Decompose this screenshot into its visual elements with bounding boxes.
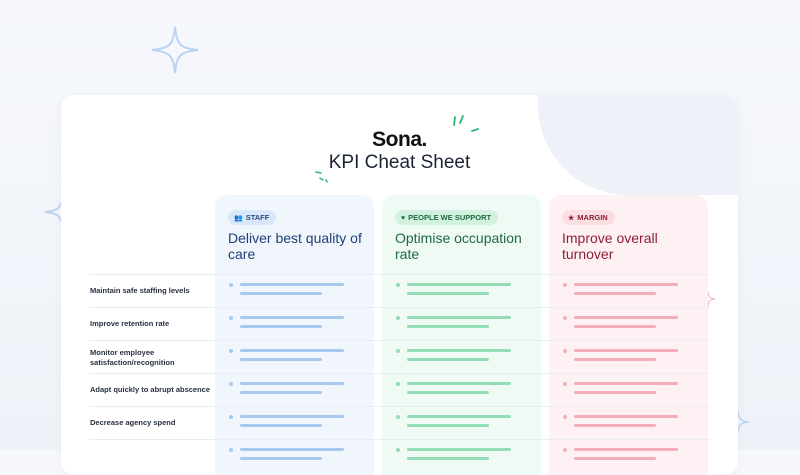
row-divider: [89, 373, 709, 374]
column-staff: 👥 STAFF Deliver best quality of care: [215, 195, 374, 475]
placeholder-bar: [240, 391, 322, 394]
sparkle-icon: [151, 26, 199, 74]
kpi-row-label: Monitor employee satisfaction/recognitio…: [90, 348, 175, 367]
placeholder-bar: [574, 292, 656, 295]
column-margin: ★ MARGIN Improve overall turnover: [549, 195, 708, 475]
placeholder-bar: [574, 283, 678, 286]
kpi-row-label: Maintain safe staffing levels: [90, 286, 190, 295]
placeholder-bar: [407, 391, 489, 394]
column-heading: Deliver best quality of care: [228, 230, 362, 262]
placeholder-bar: [240, 349, 344, 352]
row-divider: [89, 307, 709, 308]
bullet-dot: [563, 415, 567, 419]
placeholder-bar: [574, 457, 656, 460]
placeholder-bar: [574, 424, 656, 427]
placeholder-bar: [574, 316, 678, 319]
badge-label: STAFF: [245, 213, 270, 222]
badge-label: MARGIN: [577, 213, 608, 222]
kpi-row-label: Adapt quickly to abrupt abscence: [90, 385, 211, 394]
placeholder-bar: [574, 349, 678, 352]
placeholder-bar: [407, 316, 511, 319]
placeholder-bar: [407, 292, 489, 295]
placeholder-bar: [407, 283, 511, 286]
bullet-dot: [229, 349, 233, 353]
placeholder-bar: [407, 415, 511, 418]
placeholder-bar: [407, 358, 489, 361]
brand-logo: Sona.: [372, 128, 427, 151]
column-people-we-support: ♥ PEOPLE WE SUPPORT Optimise occupation r…: [382, 195, 541, 475]
placeholder-bar: [574, 382, 678, 385]
bullet-dot: [563, 448, 567, 452]
bullet-dot: [229, 382, 233, 386]
bullet-dot: [396, 349, 400, 353]
row-divider: [89, 406, 709, 407]
bullet-dot: [229, 283, 233, 287]
placeholder-bar: [240, 358, 322, 361]
placeholder-bar: [574, 391, 656, 394]
placeholder-bar: [240, 325, 322, 328]
bullet-dot: [396, 415, 400, 419]
badge-label: PEOPLE WE SUPPORT: [408, 213, 492, 222]
accent-dashes-icon: [315, 171, 328, 183]
row-divider: [89, 439, 709, 440]
placeholder-bar: [240, 382, 344, 385]
column-heading: Improve overall turnover: [562, 230, 658, 262]
bullet-dot: [563, 382, 567, 386]
bullet-dot: [563, 349, 567, 353]
star-icon: ★: [568, 215, 575, 222]
badge-people-we-support: ♥ PEOPLE WE SUPPORT: [395, 210, 499, 225]
placeholder-bar: [240, 283, 344, 286]
placeholder-bar: [574, 325, 656, 328]
people-icon: 👥: [234, 215, 243, 222]
row-divider: [89, 274, 709, 275]
bullet-dot: [396, 448, 400, 452]
accent-dashes-icon: [453, 115, 479, 132]
placeholder-bar: [407, 349, 511, 352]
placeholder-bar: [240, 415, 344, 418]
bullet-dot: [563, 316, 567, 320]
bullet-dot: [563, 283, 567, 287]
placeholder-bar: [240, 457, 322, 460]
placeholder-bar: [407, 382, 511, 385]
bullet-dot: [229, 448, 233, 452]
bullet-dot: [396, 283, 400, 287]
kpi-row-label: Improve retention rate: [90, 319, 170, 328]
bullet-dot: [229, 415, 233, 419]
column-heading: Optimise occupation rate: [395, 230, 522, 262]
placeholder-bar: [407, 457, 489, 460]
page-title: KPI Cheat Sheet: [328, 152, 471, 173]
kpi-row-label: Decrease agency spend: [90, 418, 176, 427]
placeholder-bar: [240, 292, 322, 295]
placeholder-bar: [574, 358, 656, 361]
bullet-dot: [396, 316, 400, 320]
heart-icon: ♥: [401, 215, 406, 222]
badge-staff: 👥 STAFF: [228, 210, 277, 225]
bullet-dot: [229, 316, 233, 320]
placeholder-bar: [407, 325, 489, 328]
kpi-card: Sona. KPI Cheat Sheet 👥 STAFF Deliver bes…: [61, 95, 738, 475]
placeholder-bar: [240, 424, 322, 427]
bullet-dot: [396, 382, 400, 386]
row-divider: [89, 340, 709, 341]
placeholder-bar: [574, 415, 678, 418]
placeholder-bar: [240, 316, 344, 319]
badge-margin: ★ MARGIN: [562, 210, 615, 225]
placeholder-bar: [407, 424, 489, 427]
